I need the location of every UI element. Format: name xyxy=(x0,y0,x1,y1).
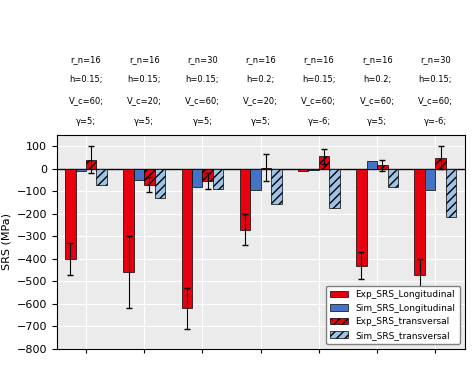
Bar xyxy=(213,169,223,189)
Bar xyxy=(388,169,398,187)
Text: h=0.15;: h=0.15; xyxy=(69,75,103,84)
Text: γ=5;: γ=5; xyxy=(251,117,271,126)
Bar xyxy=(97,169,107,184)
Bar xyxy=(414,169,425,274)
Text: h=0.2;: h=0.2; xyxy=(363,75,392,84)
Text: V_c=20;: V_c=20; xyxy=(243,96,278,105)
Text: γ=5;: γ=5; xyxy=(76,117,96,126)
Text: r_n=16: r_n=16 xyxy=(303,55,334,64)
Bar xyxy=(271,169,282,204)
Text: r_n=16: r_n=16 xyxy=(71,55,101,64)
Text: γ=-6;: γ=-6; xyxy=(424,117,447,126)
Text: V_c=60;: V_c=60; xyxy=(360,96,395,105)
Bar xyxy=(75,169,86,171)
Text: r_n=16: r_n=16 xyxy=(362,55,392,64)
Text: h=0.2;: h=0.2; xyxy=(246,75,275,84)
Text: V_c=60;: V_c=60; xyxy=(418,96,453,105)
Text: r_n=30: r_n=30 xyxy=(187,55,218,64)
Bar xyxy=(329,169,340,208)
Text: V_c=60;: V_c=60; xyxy=(301,96,337,105)
Bar xyxy=(446,169,456,217)
Bar xyxy=(192,169,202,187)
Bar xyxy=(65,169,75,259)
Text: γ=5;: γ=5; xyxy=(192,117,212,126)
Bar xyxy=(134,169,144,180)
Bar xyxy=(356,169,367,266)
Bar xyxy=(436,158,446,169)
Bar xyxy=(155,169,165,198)
Legend: Exp_SRS_Longitudinal, Sim_SRS_Longitudinal, Exp_SRS_transversal, Sim_SRS_transve: Exp_SRS_Longitudinal, Sim_SRS_Longitudin… xyxy=(326,286,460,344)
Bar xyxy=(298,169,309,171)
Bar xyxy=(182,169,192,308)
Text: h=0.15;: h=0.15; xyxy=(419,75,452,84)
Text: V_c=60;: V_c=60; xyxy=(69,96,103,105)
Bar xyxy=(144,169,155,184)
Text: γ=-6;: γ=-6; xyxy=(307,117,330,126)
Text: γ=5;: γ=5; xyxy=(134,117,154,126)
Bar xyxy=(309,169,319,170)
Bar xyxy=(123,169,134,272)
Bar xyxy=(319,156,329,169)
Bar xyxy=(202,169,213,181)
Text: h=0.15;: h=0.15; xyxy=(128,75,161,84)
Bar xyxy=(250,169,261,190)
Y-axis label: SRS (MPa): SRS (MPa) xyxy=(1,213,11,270)
Text: r_n=16: r_n=16 xyxy=(246,55,276,64)
Bar xyxy=(261,168,271,169)
Text: r_n=16: r_n=16 xyxy=(129,55,160,64)
Text: r_n=30: r_n=30 xyxy=(420,55,451,64)
Bar xyxy=(86,160,97,169)
Text: h=0.15;: h=0.15; xyxy=(302,75,336,84)
Text: V_c=60;: V_c=60; xyxy=(185,96,220,105)
Bar xyxy=(425,169,436,190)
Bar xyxy=(377,165,388,169)
Text: γ=5;: γ=5; xyxy=(367,117,387,126)
Text: V_c=20;: V_c=20; xyxy=(127,96,162,105)
Bar xyxy=(367,161,377,169)
Bar xyxy=(240,169,250,230)
Text: h=0.15;: h=0.15; xyxy=(186,75,219,84)
